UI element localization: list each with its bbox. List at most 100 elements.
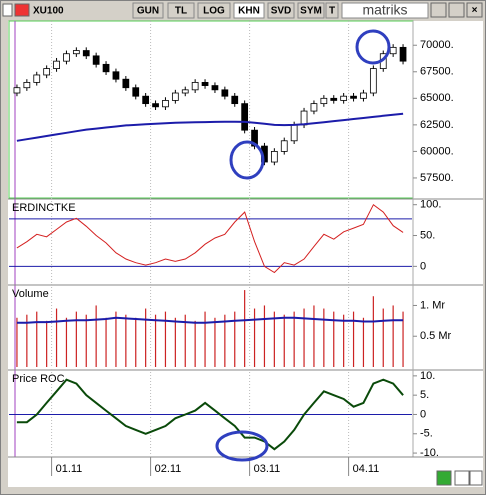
toolbar-button-label[interactable]: T — [329, 6, 335, 17]
tool[interactable] — [469, 470, 483, 486]
candle-body — [43, 68, 51, 76]
candle-body — [92, 55, 100, 65]
volume-bar — [204, 311, 206, 367]
plot-bg — [8, 21, 483, 457]
candle-body — [369, 68, 377, 94]
candle-body — [310, 103, 318, 112]
close[interactable] — [466, 2, 483, 18]
icon[interactable] — [2, 3, 13, 17]
candle-body — [270, 151, 278, 163]
toolbar-button[interactable] — [297, 2, 325, 19]
toolbar-button[interactable] — [325, 2, 339, 19]
volume-bar — [145, 308, 147, 367]
candle-body — [23, 81, 31, 89]
candle-body — [191, 81, 199, 91]
candle-body — [360, 92, 367, 99]
volume-bar — [253, 308, 256, 367]
candle-body — [152, 103, 159, 108]
minimize[interactable] — [430, 2, 447, 18]
y-tick-label: 60000. — [420, 145, 454, 157]
volume-bar — [75, 311, 77, 367]
volume-bar — [16, 317, 18, 367]
toolbar-button-label[interactable]: KHN — [238, 6, 260, 17]
moving-average — [16, 316, 404, 324]
volume-bar — [135, 317, 137, 367]
volume-bar — [283, 314, 285, 367]
toolbar-button-label[interactable]: SVD — [271, 6, 292, 17]
panel-title: Price ROC — [12, 373, 65, 385]
candle-body — [102, 63, 110, 73]
toolbar-button[interactable] — [132, 2, 164, 19]
x-tick-label: 04.11 — [353, 463, 380, 475]
volume-bar — [402, 311, 404, 367]
y-tick-label: 0 — [420, 260, 426, 272]
toolbar-button[interactable] — [197, 2, 231, 19]
candle-body — [181, 89, 189, 94]
highlight-circle — [355, 29, 391, 65]
toolbar-button-label[interactable]: LOG — [203, 6, 225, 17]
indicator-line — [16, 378, 404, 451]
toolbar-button-label[interactable]: GUN — [137, 6, 159, 17]
volume-bar — [343, 314, 345, 367]
close-x[interactable]: × — [472, 5, 478, 16]
candle-body — [63, 53, 70, 62]
candle-body — [280, 140, 288, 152]
candle-body — [132, 87, 140, 97]
y-tick-label: 62500. — [420, 119, 454, 131]
candle-body — [300, 110, 308, 126]
candle-body — [241, 103, 249, 131]
volume-bar — [224, 314, 226, 367]
y-tick-label: 0 — [420, 408, 426, 420]
volume-bar — [392, 305, 394, 367]
candle-body — [33, 74, 41, 83]
volume-bar — [303, 308, 305, 367]
volume-bar — [115, 311, 117, 367]
y-tick-label: 70000. — [420, 39, 454, 51]
volume-bar — [382, 308, 384, 367]
toolbar-button[interactable] — [233, 2, 265, 19]
candle-body — [171, 92, 179, 101]
candle-body — [13, 87, 21, 94]
y-tick-label: 57500. — [420, 172, 454, 184]
tool[interactable] — [454, 470, 470, 486]
candle-body — [330, 97, 338, 101]
brand: matriks — [362, 2, 407, 18]
refresh[interactable] — [436, 470, 452, 486]
y-tick-label: -10. — [420, 447, 439, 459]
highlight-circle — [215, 430, 269, 462]
volume-bar — [164, 311, 167, 367]
volume-bar — [273, 311, 275, 367]
candle-body — [162, 100, 169, 108]
toolbar-button[interactable] — [167, 2, 195, 19]
volume-bar — [55, 308, 58, 367]
y-tick-label: 1. Mr — [420, 299, 445, 311]
volume-bar — [214, 317, 216, 367]
volume-bar — [313, 305, 315, 367]
toolbar-button[interactable] — [267, 2, 295, 19]
candle-body — [53, 60, 60, 69]
toolbar-button-label[interactable]: SYM — [300, 6, 322, 17]
candle-body — [251, 129, 258, 147]
candle-body — [211, 85, 219, 91]
toolbar-button-label[interactable]: TL — [175, 6, 187, 17]
y-tick-label: 100. — [420, 199, 441, 211]
candle-body — [389, 46, 397, 55]
volume-bar — [85, 314, 87, 367]
y-tick-label: 50. — [420, 229, 435, 241]
volume-bar — [174, 317, 176, 367]
icon[interactable] — [14, 3, 30, 17]
candle-body — [122, 78, 130, 89]
maximize[interactable] — [448, 2, 465, 18]
y-tick-label: 10. — [420, 370, 435, 382]
panel-title: ERDINCTKE — [12, 202, 76, 214]
candle-body — [340, 95, 348, 101]
candle-body — [112, 71, 120, 80]
candle-body — [82, 50, 90, 57]
moving-average — [16, 112, 404, 142]
volume-bar — [352, 311, 355, 367]
candle-body — [350, 95, 357, 99]
brand-box — [341, 2, 429, 19]
volume-bar — [234, 311, 236, 367]
volume-bar — [36, 311, 38, 367]
volume-bar — [293, 311, 295, 367]
